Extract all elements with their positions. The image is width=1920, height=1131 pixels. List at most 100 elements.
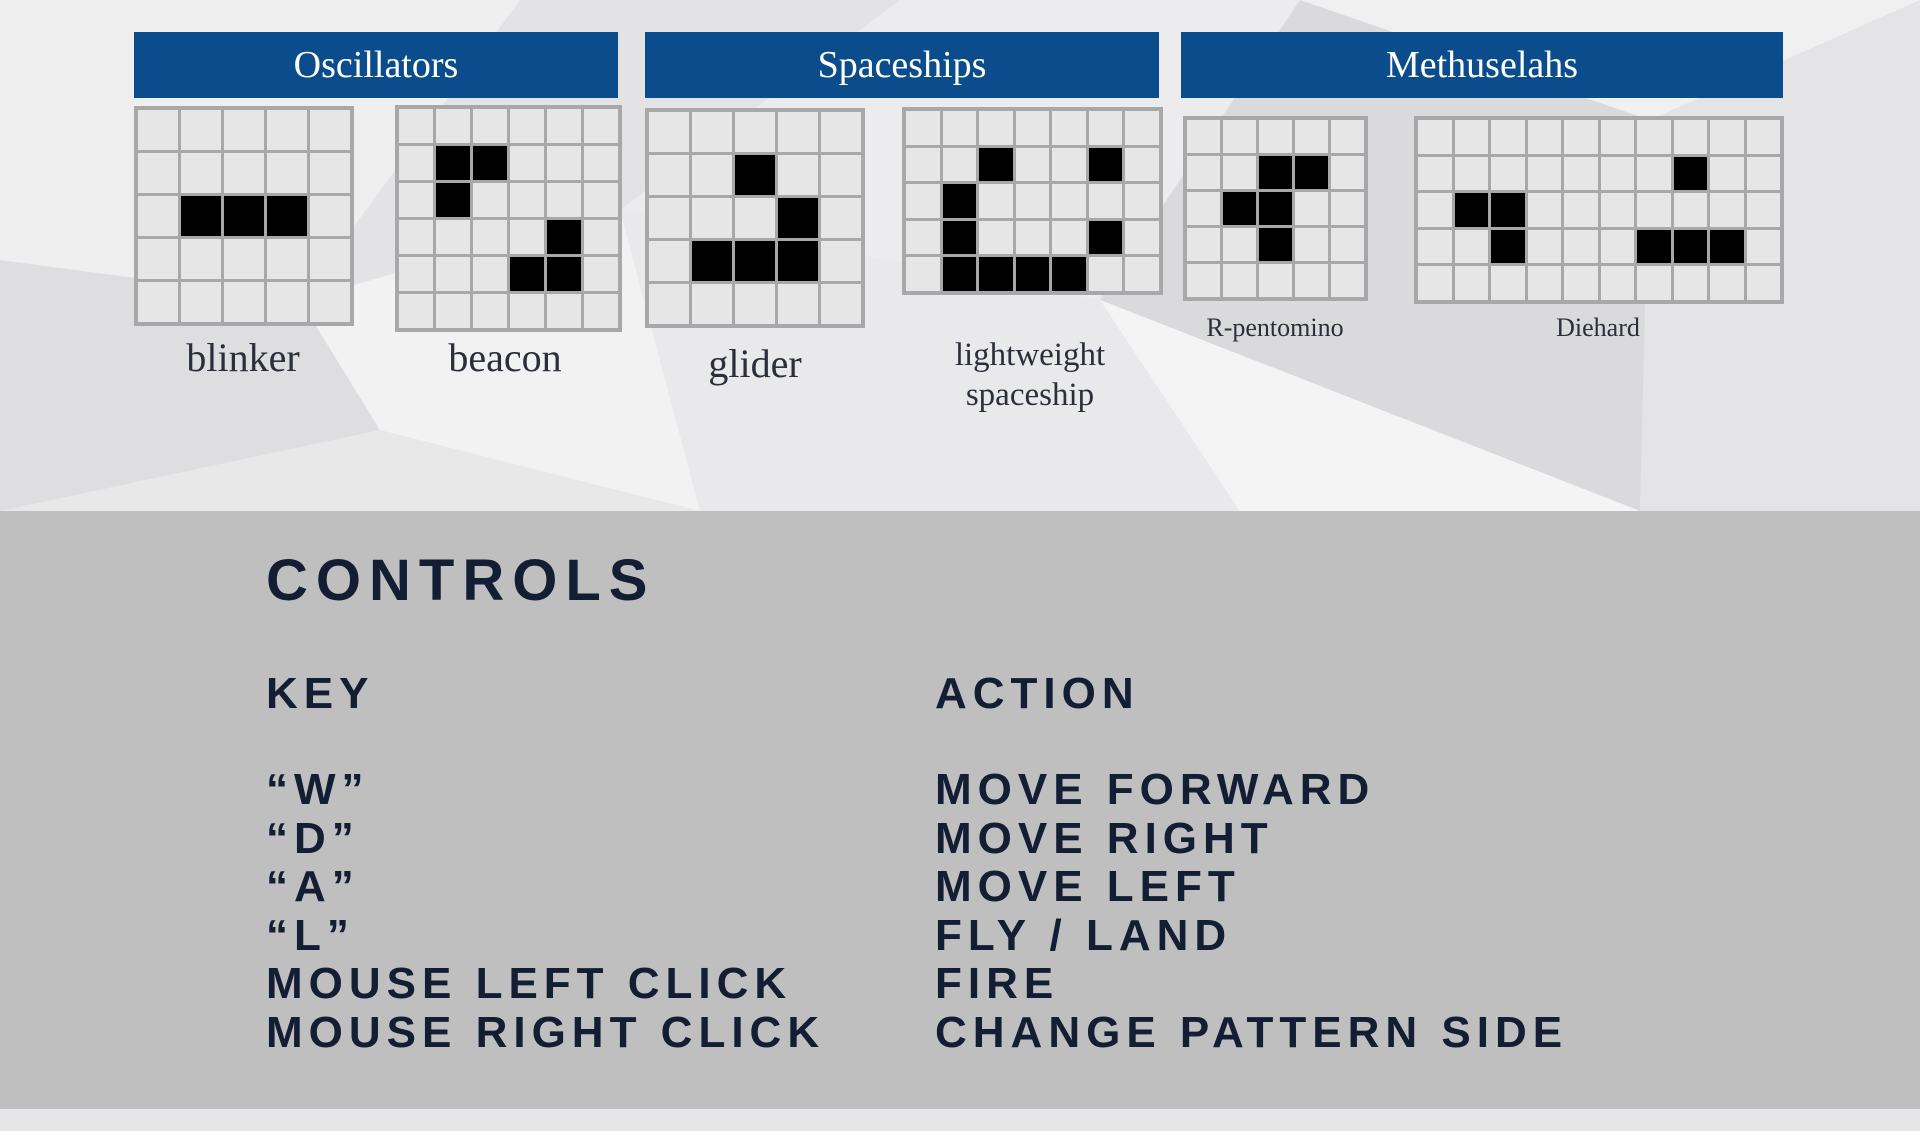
- dead-cell: [1527, 266, 1561, 300]
- dead-cell: [138, 110, 178, 150]
- dead-cell: [1015, 184, 1049, 218]
- dead-cell: [584, 294, 618, 328]
- dead-cell: [310, 153, 350, 193]
- dead-cell: [1331, 120, 1364, 153]
- alive-cell: [735, 155, 775, 195]
- control-key: “W”: [266, 765, 370, 814]
- alive-cell: [1052, 257, 1086, 291]
- dead-cell: [1710, 120, 1744, 154]
- category-header-methuselahs: Methuselahs: [1181, 32, 1783, 98]
- dead-cell: [979, 220, 1013, 254]
- dead-cell: [1673, 193, 1707, 227]
- key-column-header: KEY: [266, 669, 375, 718]
- dead-cell: [821, 155, 861, 195]
- dead-cell: [1710, 193, 1744, 227]
- dead-cell: [1052, 147, 1086, 181]
- control-action: MOVE LEFT: [935, 862, 1241, 911]
- control-action: CHANGE PATTERN SIDE: [935, 1007, 1569, 1057]
- dead-cell: [1710, 156, 1744, 190]
- control-action: MOVE FORWARD: [935, 765, 1376, 814]
- dead-cell: [1259, 264, 1292, 297]
- dead-cell: [1125, 111, 1159, 145]
- control-key: MOUSE LEFT CLICK: [266, 959, 793, 1008]
- dead-cell: [1746, 229, 1780, 263]
- dead-cell: [181, 239, 221, 279]
- dead-cell: [735, 284, 775, 324]
- dead-cell: [1454, 156, 1488, 190]
- dead-cell: [473, 257, 507, 291]
- dead-cell: [1187, 120, 1220, 153]
- dead-cell: [1673, 120, 1707, 154]
- category-header-spaceships: Spaceships: [645, 32, 1159, 98]
- alive-cell: [942, 257, 976, 291]
- dead-cell: [821, 284, 861, 324]
- dead-cell: [584, 257, 618, 291]
- dead-cell: [181, 110, 221, 150]
- dead-cell: [224, 153, 264, 193]
- dead-cell: [735, 198, 775, 238]
- dead-cell: [1527, 156, 1561, 190]
- alive-cell: [436, 146, 470, 180]
- alive-cell: [1637, 229, 1671, 263]
- dead-cell: [1295, 120, 1328, 153]
- dead-cell: [1295, 192, 1328, 225]
- dead-cell: [1418, 193, 1452, 227]
- alive-cell: [473, 146, 507, 180]
- dead-cell: [1746, 193, 1780, 227]
- dead-cell: [1052, 220, 1086, 254]
- dead-cell: [1418, 156, 1452, 190]
- dead-cell: [1418, 120, 1452, 154]
- control-action: MOVE RIGHT: [935, 813, 1274, 863]
- dead-cell: [1600, 120, 1634, 154]
- dead-cell: [138, 153, 178, 193]
- dead-cell: [1223, 228, 1256, 261]
- pattern-label-blinker: blinker: [186, 335, 300, 380]
- pattern-label-lightweight-spaceship: lightweight spaceship: [954, 337, 1106, 413]
- alive-cell: [1673, 156, 1707, 190]
- dead-cell: [1564, 120, 1598, 154]
- dead-cell: [267, 282, 307, 322]
- alive-cell: [692, 241, 732, 281]
- dead-cell: [1600, 266, 1634, 300]
- dead-cell: [224, 110, 264, 150]
- pattern-grid-beacon: [395, 105, 622, 332]
- dead-cell: [778, 112, 818, 152]
- dead-cell: [692, 155, 732, 195]
- dead-cell: [1418, 266, 1452, 300]
- dead-cell: [399, 183, 433, 217]
- dead-cell: [1223, 264, 1256, 297]
- alive-cell: [547, 220, 581, 254]
- pattern-label-r-pentomino: R-pentomino: [1206, 313, 1344, 342]
- dead-cell: [1015, 147, 1049, 181]
- dead-cell: [473, 220, 507, 254]
- dead-cell: [1187, 192, 1220, 225]
- dead-cell: [649, 241, 689, 281]
- dead-cell: [735, 112, 775, 152]
- dead-cell: [1052, 111, 1086, 145]
- dead-cell: [1491, 156, 1525, 190]
- dead-cell: [1454, 229, 1488, 263]
- control-action: FIRE: [935, 959, 1060, 1008]
- control-key: “D”: [266, 813, 360, 863]
- alive-cell: [1295, 156, 1328, 189]
- alive-cell: [1259, 228, 1292, 261]
- dead-cell: [1052, 184, 1086, 218]
- alive-cell: [181, 196, 221, 236]
- pattern-label-diehard: Diehard: [1556, 313, 1640, 342]
- alive-cell: [1454, 193, 1488, 227]
- dead-cell: [1331, 264, 1364, 297]
- dead-cell: [584, 183, 618, 217]
- dead-cell: [310, 196, 350, 236]
- alive-cell: [1673, 229, 1707, 263]
- dead-cell: [1746, 156, 1780, 190]
- dead-cell: [181, 153, 221, 193]
- dead-cell: [1187, 228, 1220, 261]
- dead-cell: [1564, 266, 1598, 300]
- dead-cell: [310, 110, 350, 150]
- dead-cell: [1600, 229, 1634, 263]
- alive-cell: [979, 257, 1013, 291]
- pattern-label-beacon: beacon: [448, 335, 562, 380]
- alive-cell: [1259, 192, 1292, 225]
- dead-cell: [1600, 156, 1634, 190]
- dead-cell: [1637, 193, 1671, 227]
